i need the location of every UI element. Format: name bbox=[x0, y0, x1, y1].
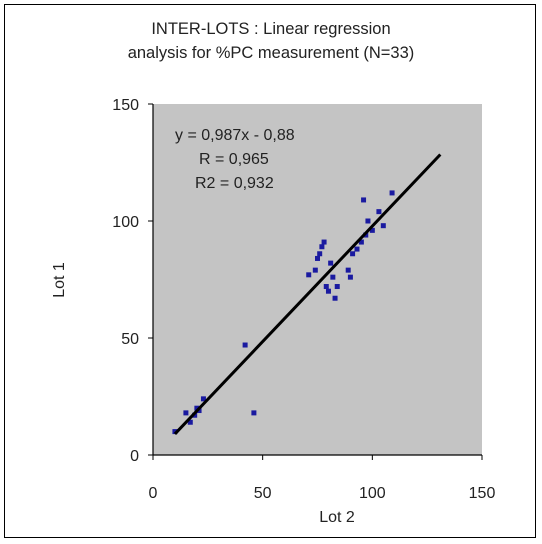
y-tick-label: 0 bbox=[130, 448, 139, 465]
chart-title-line-1: INTER-LOTS : Linear regression bbox=[151, 20, 391, 38]
y-tick-label: 100 bbox=[112, 214, 139, 231]
data-point bbox=[315, 255, 320, 261]
data-point bbox=[183, 410, 189, 416]
x-tick-label: 100 bbox=[359, 485, 386, 502]
data-point bbox=[365, 218, 371, 224]
plot-area bbox=[153, 104, 482, 455]
data-point bbox=[312, 267, 318, 273]
x-tick-label: 50 bbox=[254, 485, 272, 502]
x-tick-label: 150 bbox=[469, 485, 496, 502]
chart-title-line-2: analysis for %PC measurement (N=33) bbox=[127, 44, 415, 62]
data-point bbox=[334, 284, 340, 290]
data-point bbox=[317, 251, 323, 257]
x-tick-label: 0 bbox=[149, 485, 158, 502]
y-tick-label: 150 bbox=[112, 97, 139, 114]
correlation-r2: R2 = 0,932 bbox=[195, 175, 274, 192]
x-axis-title: Lot 2 bbox=[319, 509, 355, 526]
data-point bbox=[200, 396, 206, 402]
data-point bbox=[389, 190, 395, 196]
data-point bbox=[361, 197, 367, 203]
chart-title: INTER-LOTS : Linear regression analysis … bbox=[0, 17, 542, 65]
data-point bbox=[332, 295, 338, 301]
data-point bbox=[251, 410, 257, 416]
data-point bbox=[325, 288, 331, 294]
data-point bbox=[172, 429, 178, 435]
regression-equation: y = 0,987x - 0,88 bbox=[175, 127, 295, 144]
data-point bbox=[347, 274, 353, 280]
data-point bbox=[321, 239, 327, 245]
data-point bbox=[350, 251, 356, 257]
data-point bbox=[306, 272, 312, 278]
y-axis-title: Lot 1 bbox=[51, 262, 68, 298]
data-point bbox=[330, 274, 336, 280]
data-point bbox=[345, 267, 351, 273]
data-point bbox=[354, 246, 360, 252]
data-point bbox=[319, 244, 325, 250]
y-tick-label: 50 bbox=[121, 331, 139, 348]
correlation-r: R = 0,965 bbox=[199, 151, 269, 168]
data-point bbox=[369, 227, 375, 233]
data-point bbox=[242, 342, 248, 348]
axis-ticks: 0 50 100 150 0 50 100 150 bbox=[112, 97, 495, 502]
data-point bbox=[323, 284, 329, 290]
data-point bbox=[380, 223, 386, 229]
data-point bbox=[187, 419, 193, 425]
data-point bbox=[358, 239, 364, 245]
data-point bbox=[376, 209, 382, 215]
regression-line bbox=[173, 153, 442, 435]
data-point bbox=[328, 260, 334, 266]
